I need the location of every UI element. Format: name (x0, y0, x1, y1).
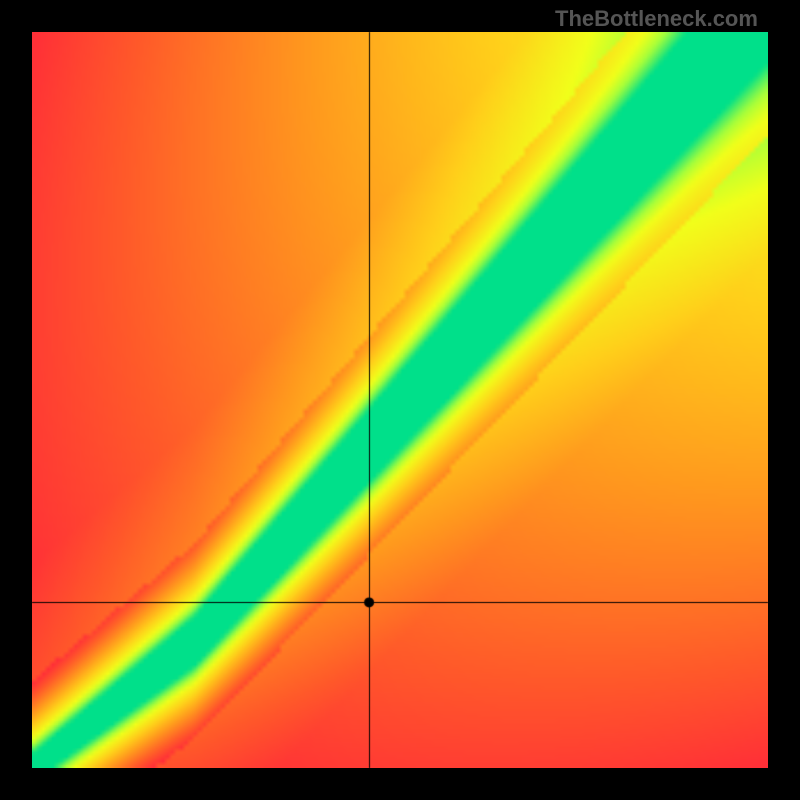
crosshair-overlay (0, 0, 800, 800)
watermark-text: TheBottleneck.com (555, 6, 758, 32)
chart-container: TheBottleneck.com (0, 0, 800, 800)
